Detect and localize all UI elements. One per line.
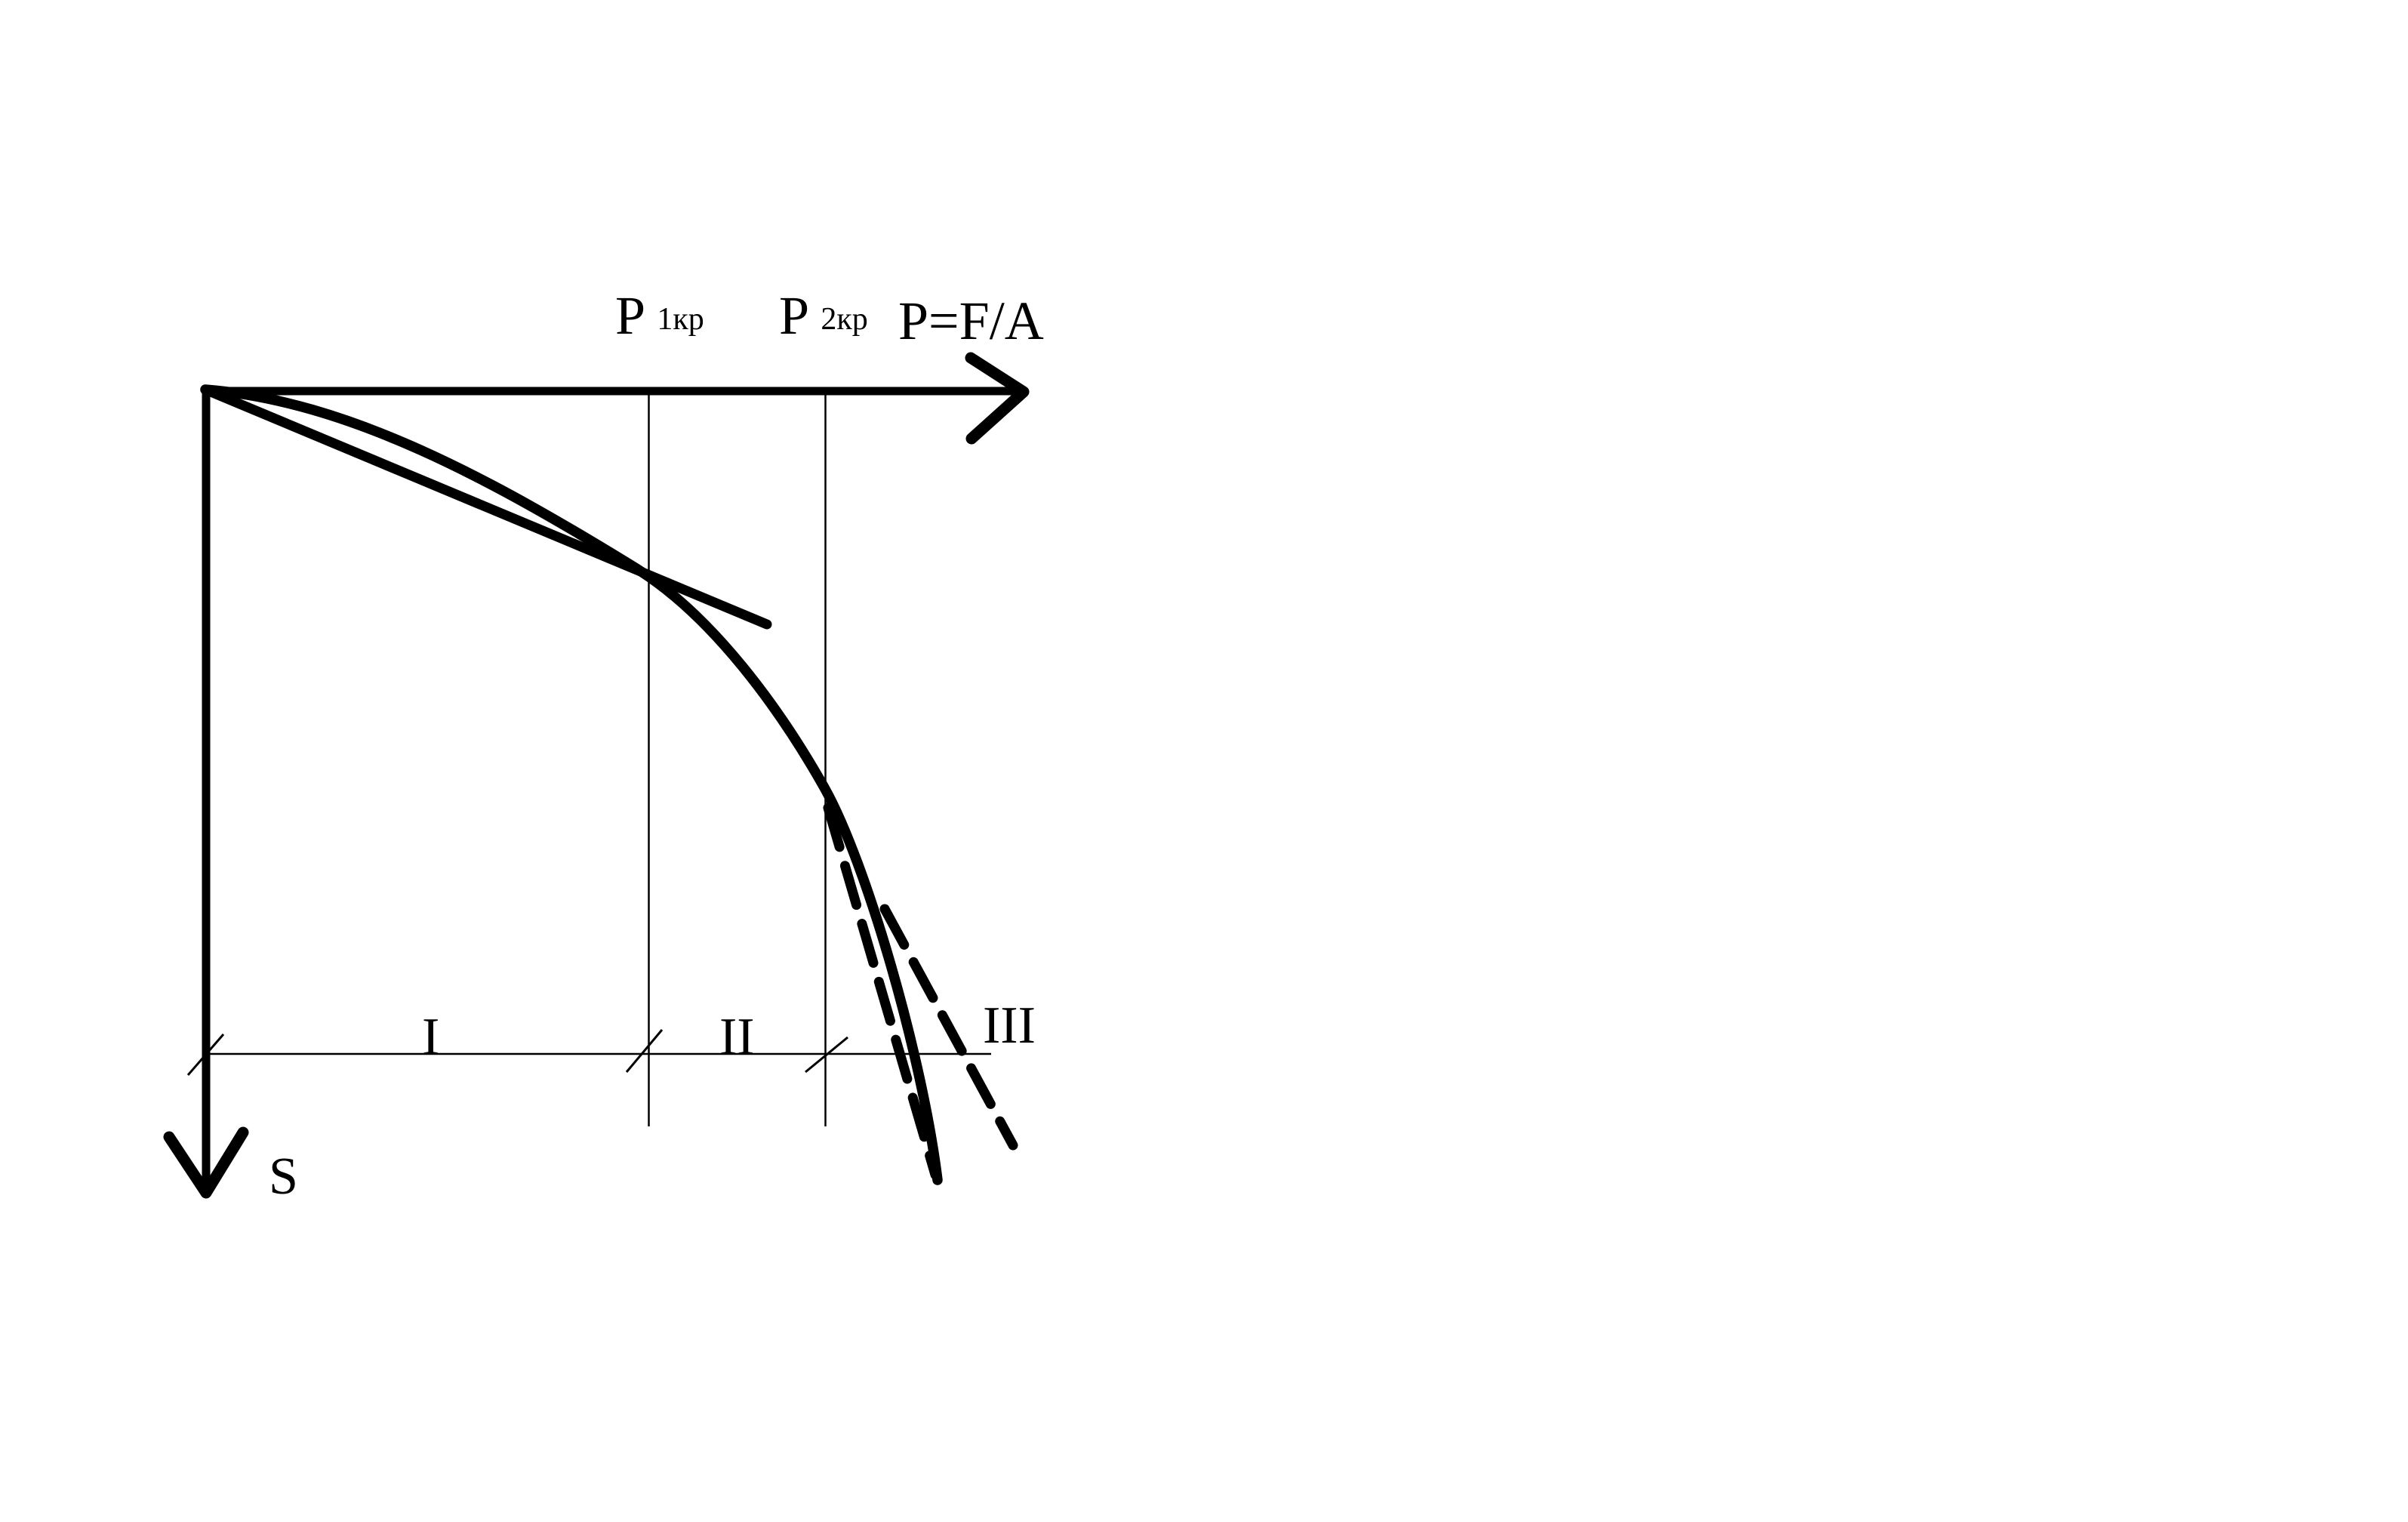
p2kr-label-base: P (779, 285, 808, 346)
dashed-branch-left (823, 803, 941, 1180)
y-axis (163, 387, 249, 1199)
p1kr-label-base: P (615, 285, 644, 346)
initial-linear-segment (200, 384, 772, 630)
x-axis (202, 352, 1030, 445)
dashed-branch-right (879, 904, 1018, 1151)
p2kr-label-subscript: 2кр (821, 302, 867, 337)
dimension-tick-origin (186, 1034, 225, 1076)
zones-dimension-line (186, 1029, 991, 1076)
dimension-tick-p1kr (625, 1029, 664, 1073)
x-axis-arrow-icon (965, 352, 1030, 445)
settlement-curve (200, 384, 943, 1185)
p2kr-label: P 2кр (779, 285, 868, 346)
x-axis-label: P=F/A (898, 291, 1044, 351)
zone-1-label: I (422, 1008, 439, 1066)
zone-3-label: III (983, 997, 1036, 1055)
y-axis-arrow-icon (163, 1126, 249, 1199)
dimension-tick-p2kr (805, 1036, 848, 1074)
p1kr-label-subscript: 1кр (657, 302, 704, 337)
p1kr-label: P 1кр (615, 285, 704, 346)
zone-2-label: II (719, 1008, 755, 1066)
y-axis-label: S (269, 1148, 298, 1206)
